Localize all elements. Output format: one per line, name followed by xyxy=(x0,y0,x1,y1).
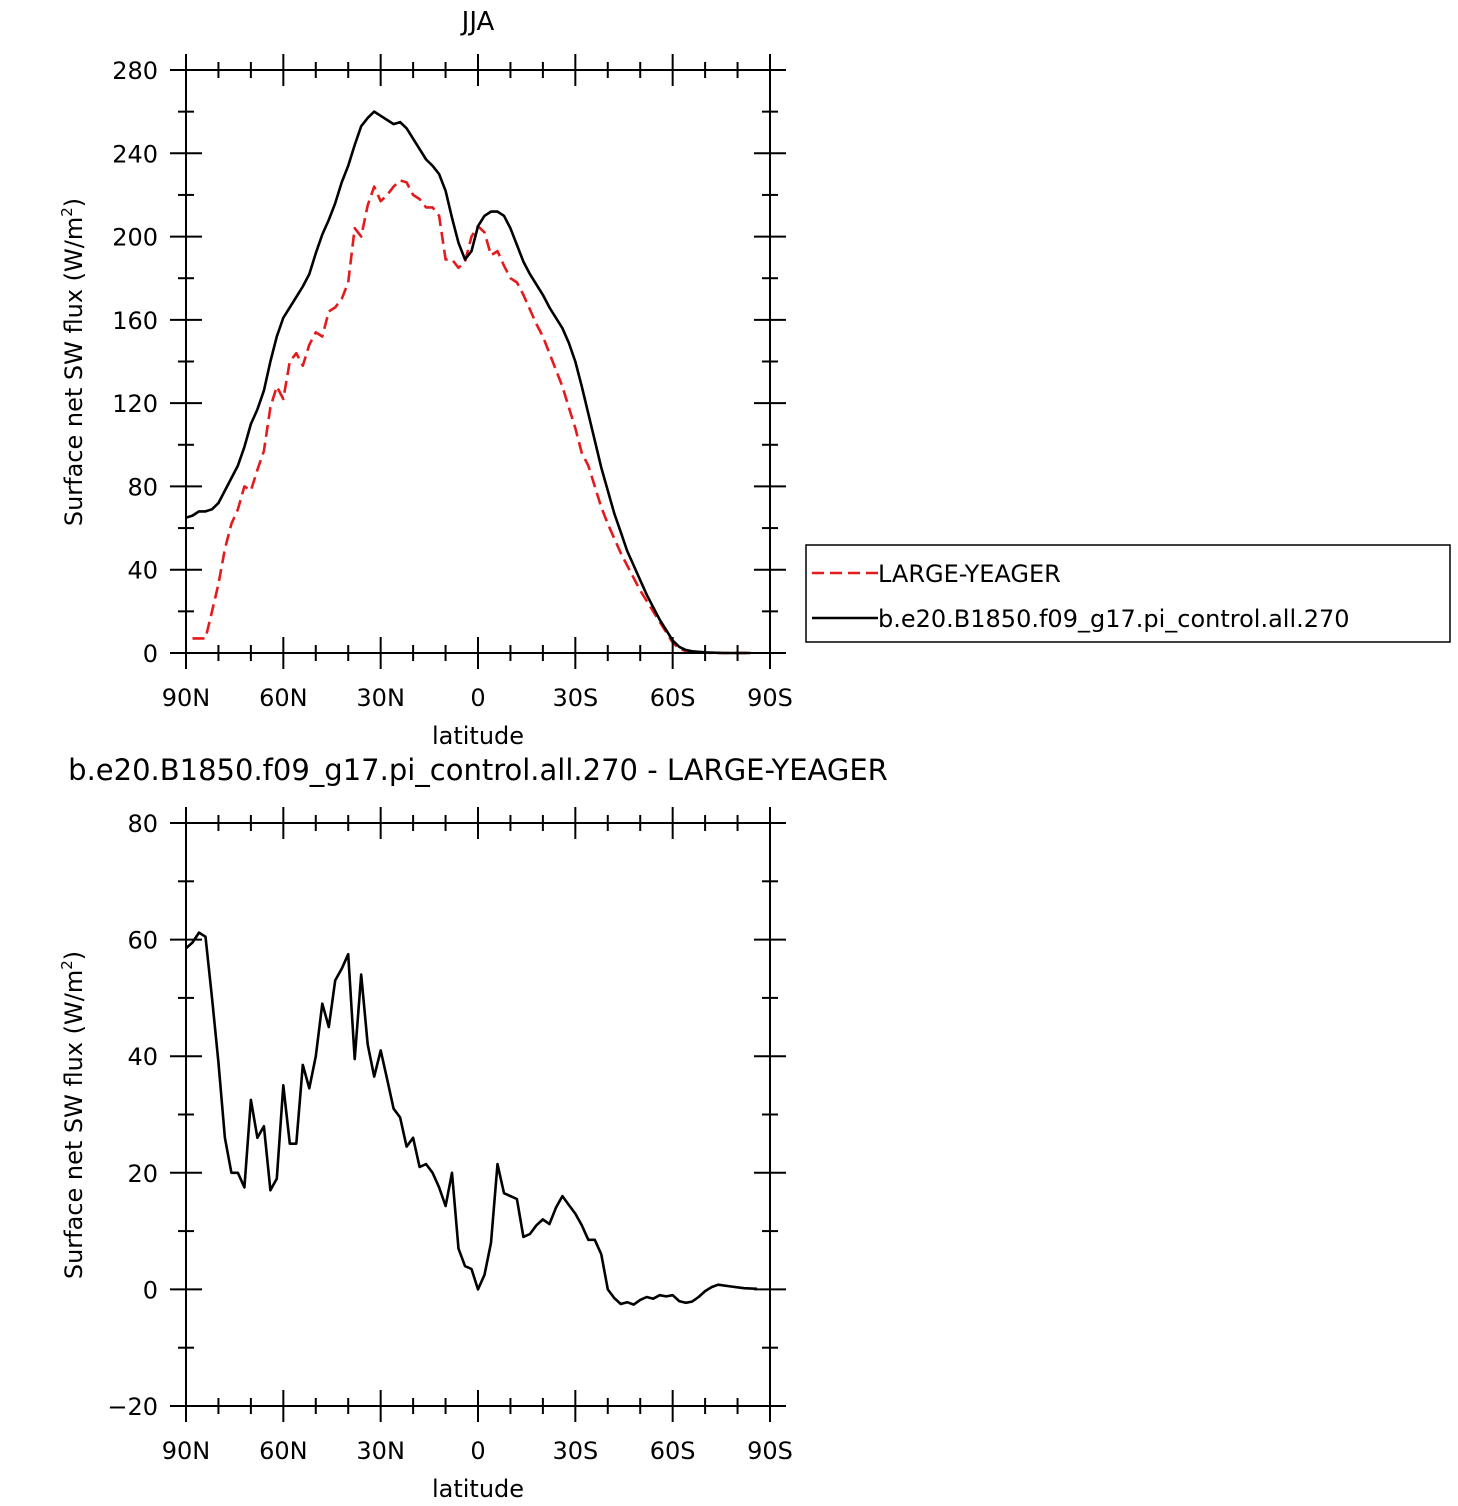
bottom-plot-frame xyxy=(185,822,771,1407)
top-y-axis-label-close: ) xyxy=(60,198,88,207)
bottom-y-tick-label: 20 xyxy=(127,1160,158,1188)
top-x-axis: 90N 60N 30N 0 30S 60S 90S xyxy=(162,54,793,712)
bottom-y-tick-label: 60 xyxy=(127,927,158,955)
top-y-tick-label: 80 xyxy=(127,473,158,501)
bottom-x-tick-label: 0 xyxy=(470,1437,485,1465)
bottom-y-tick-label: 40 xyxy=(127,1043,158,1071)
top-series-line-0 xyxy=(192,179,751,655)
bottom-x-tick-label: 30S xyxy=(552,1437,598,1465)
top-y-tick-label: 200 xyxy=(112,224,158,252)
bottom-series-line-0 xyxy=(185,931,758,1306)
legend-label-large-yeager: LARGE-YEAGER xyxy=(878,560,1061,588)
legend-box xyxy=(805,544,1451,643)
bottom-x-tick-label: 60N xyxy=(259,1437,308,1465)
bottom-y-axis-label-sup: 2 xyxy=(58,960,76,970)
top-x-tick-label: 60N xyxy=(259,684,308,712)
top-x-tick-label: 30S xyxy=(552,684,598,712)
top-y-tick-label: 240 xyxy=(112,140,158,168)
top-y-axis-label-sup: 2 xyxy=(58,207,76,217)
legend-label-control: b.e20.B1850.f09_g17.pi_control.all.270 xyxy=(878,605,1350,633)
bottom-x-tick-label: 60S xyxy=(650,1437,696,1465)
top-y-tick-label: 160 xyxy=(112,307,158,335)
bottom-x-tick-label: 30N xyxy=(356,1437,405,1465)
bottom-y-tick-label: −20 xyxy=(107,1393,158,1421)
top-x-tick-label: 0 xyxy=(470,684,485,712)
top-x-tick-label: 30N xyxy=(356,684,405,712)
bottom-y-tick-label: 80 xyxy=(127,810,158,838)
top-x-tick-label: 90S xyxy=(747,684,793,712)
bottom-y-tick-label: 0 xyxy=(143,1276,158,1304)
bottom-series-group xyxy=(185,931,758,1306)
top-panel: JJA 0 40 80 120 160 200 240 280 90N 60N 30N 0 30S 60… xyxy=(58,7,1451,750)
bottom-chart-title: b.e20.B1850.f09_g17.pi_control.all.270 -… xyxy=(68,753,888,787)
top-x-tick-label: 90N xyxy=(162,684,211,712)
top-y-tick-label: 40 xyxy=(127,557,158,585)
top-y-tick-label: 280 xyxy=(112,57,158,85)
top-chart-title: JJA xyxy=(460,7,495,37)
bottom-y-axis-label: Surface net SW flux (W/m2) xyxy=(58,951,88,1279)
bottom-x-axis: 90N 60N 30N 0 30S 60S 90S xyxy=(162,807,793,1465)
top-y-tick-label: 0 xyxy=(143,640,158,668)
bottom-x-tick-label: 90N xyxy=(162,1437,211,1465)
legend: LARGE-YEAGER b.e20.B1850.f09_g17.pi_cont… xyxy=(805,544,1451,643)
top-x-axis-label: latitude xyxy=(432,722,524,750)
bottom-panel: b.e20.B1850.f09_g17.pi_control.all.270 -… xyxy=(58,753,888,1503)
top-y-axis: 0 40 80 120 160 200 240 280 xyxy=(112,57,786,668)
top-y-axis-label: Surface net SW flux (W/m2) xyxy=(58,198,88,526)
top-plot-frame xyxy=(185,69,771,654)
top-x-tick-label: 60S xyxy=(650,684,696,712)
bottom-x-axis-label: latitude xyxy=(432,1475,524,1503)
top-series-group xyxy=(185,110,751,655)
bottom-y-axis: −20 0 20 40 60 80 xyxy=(107,810,786,1421)
bottom-x-tick-label: 90S xyxy=(747,1437,793,1465)
top-y-axis-label-text: Surface net SW flux (W/m xyxy=(60,217,88,526)
bottom-y-axis-label-text: Surface net SW flux (W/m xyxy=(60,970,88,1279)
bottom-y-axis-label-close: ) xyxy=(60,951,88,960)
top-y-tick-label: 120 xyxy=(112,390,158,418)
top-series-line-1 xyxy=(185,110,751,655)
